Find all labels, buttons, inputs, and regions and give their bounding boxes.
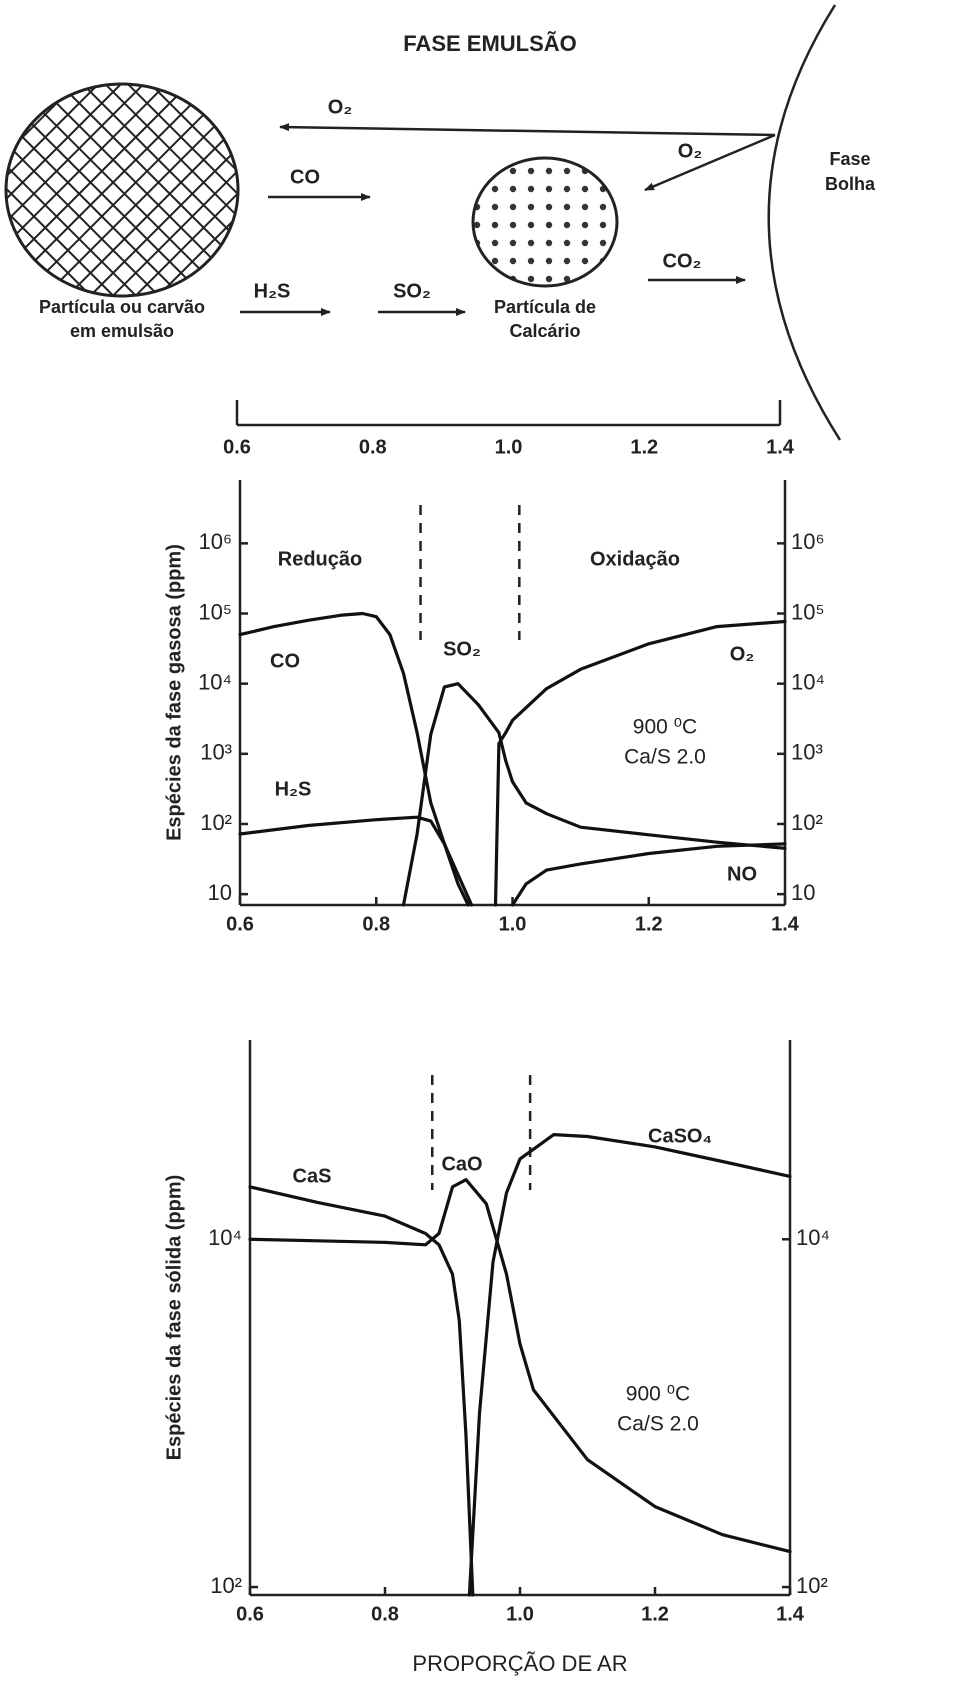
series-line	[493, 619, 787, 907]
arrow-label: O₂	[328, 96, 352, 118]
y-tick-label: 10²	[200, 810, 232, 835]
y-tick-label: 10	[208, 880, 232, 905]
annotation: 900 ⁰C	[626, 1383, 690, 1406]
series-line	[248, 1185, 475, 1597]
x-tick-label: 1.2	[635, 913, 663, 935]
y-tick-label-right: 10³	[791, 740, 823, 765]
limestone-particle	[471, 156, 619, 288]
x-tick-label: 0.8	[362, 913, 390, 935]
coal-particle	[4, 82, 240, 298]
arrow-label: H₂S	[254, 280, 291, 302]
series-label: SO₂	[443, 638, 481, 660]
region-label: Redução	[278, 548, 362, 570]
series-label: H₂S	[275, 778, 312, 800]
series-line	[467, 1133, 792, 1597]
series-label: CO	[270, 650, 300, 672]
y-tick-label: 10²	[210, 1573, 242, 1598]
x-tick-label: 1.2	[641, 1603, 669, 1625]
scale-tick-label: 1.2	[630, 436, 658, 458]
scale-tick-label: 1.0	[495, 436, 523, 458]
bubble-boundary	[767, 4, 842, 441]
y-tick-label: 10⁴	[198, 669, 232, 694]
y-axis-title: Espécies da fase sólida (ppm)	[163, 1175, 185, 1461]
arrow-label: CO	[290, 166, 320, 188]
scale-tick-label: 0.6	[223, 436, 251, 458]
series-label: CaSO₄	[648, 1125, 712, 1147]
y-tick-label-right: 10⁴	[796, 1225, 830, 1250]
limestone-particle-label: Partícula de	[494, 297, 596, 317]
y-axis-title: Espécies da fase gasosa (ppm)	[163, 544, 185, 841]
annotation: Ca/S 2.0	[624, 746, 706, 769]
series-line	[510, 842, 787, 907]
y-tick-label-right: 10⁴	[791, 669, 825, 694]
arrow	[644, 133, 776, 192]
x-tick-label: 1.4	[771, 913, 800, 935]
coal-particle-label: em emulsão	[70, 321, 174, 341]
y-tick-label-right: 10⁵	[791, 599, 825, 624]
x-tick-label: 1.0	[506, 1603, 534, 1625]
x-tick-label: 1.4	[776, 1603, 805, 1625]
diagram-title: FASE EMULSÃO	[403, 31, 577, 56]
y-tick-label: 10⁵	[198, 599, 232, 624]
y-tick-label-right: 10²	[796, 1573, 828, 1598]
arrow-label: CO₂	[663, 250, 702, 272]
scale-tick-label: 1.4	[766, 436, 795, 458]
y-tick-label-right: 10	[791, 880, 815, 905]
coal-particle-label: Partícula ou carvão	[39, 297, 205, 317]
series-label: CaS	[293, 1165, 332, 1187]
x-tick-label: 0.8	[371, 1603, 399, 1625]
annotation: 900 ⁰C	[633, 716, 697, 739]
arrow	[279, 123, 776, 137]
series-line	[248, 1178, 792, 1554]
x-tick-label: 0.6	[226, 913, 254, 935]
y-tick-label: 10⁴	[208, 1225, 242, 1250]
y-tick-label: 10³	[200, 740, 232, 765]
series-label: O₂	[730, 643, 754, 665]
bubble-phase-label: Fase	[829, 149, 870, 169]
y-tick-label-right: 10²	[791, 810, 823, 835]
y-tick-label: 10⁶	[198, 529, 232, 554]
x-axis-title: PROPORÇÃO DE AR	[412, 1651, 627, 1676]
series-label: NO	[727, 863, 757, 885]
x-tick-label: 0.6	[236, 1603, 264, 1625]
series-label: CaO	[441, 1153, 482, 1175]
limestone-particle-label: Calcário	[509, 321, 580, 341]
scale-tick-label: 0.8	[359, 436, 387, 458]
bubble-phase-label: Bolha	[825, 174, 876, 194]
arrow-label: SO₂	[393, 280, 431, 302]
series-line	[238, 815, 474, 907]
arrow-label: O₂	[678, 140, 702, 162]
y-tick-label-right: 10⁶	[791, 529, 825, 554]
region-label: Oxidação	[590, 548, 680, 570]
annotation: Ca/S 2.0	[617, 1413, 699, 1436]
x-tick-label: 1.0	[499, 913, 527, 935]
series-line	[401, 682, 787, 907]
